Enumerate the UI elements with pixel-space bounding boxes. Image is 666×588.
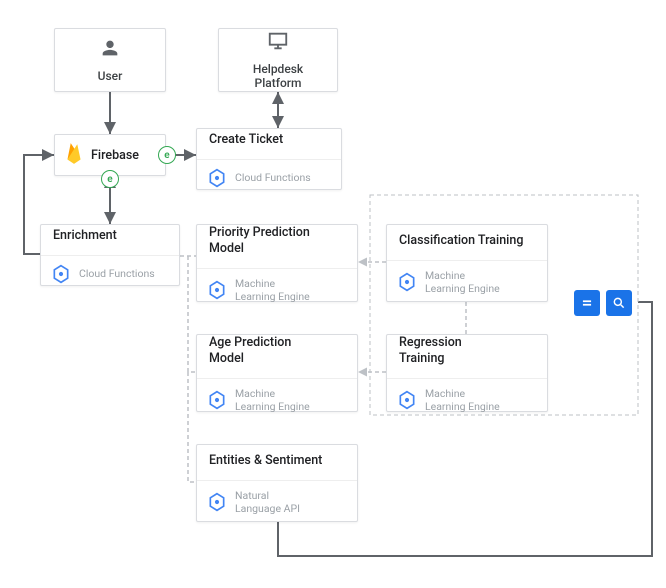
node-user-title: User xyxy=(98,69,123,83)
ml-engine-icon xyxy=(207,390,227,410)
event-badge-bottom: e xyxy=(101,170,119,188)
side-actions xyxy=(574,290,632,316)
node-firebase-title: Firebase xyxy=(91,148,139,163)
diagram-canvas: User HelpdeskPlatform Firebase Create Ti… xyxy=(0,0,666,588)
node-helpdesk: HelpdeskPlatform xyxy=(218,28,338,92)
node-create-svc: Cloud Functions xyxy=(235,171,311,184)
node-priority-title: Priority PredictionModel xyxy=(197,215,357,269)
node-age-model: Age PredictionModel MachineLearning Engi… xyxy=(196,334,358,412)
node-regression-title: RegressionTraining xyxy=(387,325,547,379)
node-age-svc: MachineLearning Engine xyxy=(235,387,310,413)
cloud-functions-icon xyxy=(207,168,227,188)
node-classification-training: Classification Training MachineLearning … xyxy=(386,224,548,302)
node-create-title: Create Ticket xyxy=(197,122,341,159)
node-priority-model: Priority PredictionModel MachineLearning… xyxy=(196,224,358,302)
node-enrichment-title: Enrichment xyxy=(41,218,179,255)
node-classify-svc: MachineLearning Engine xyxy=(425,269,500,295)
person-icon xyxy=(99,37,121,63)
node-helpdesk-title: HelpdeskPlatform xyxy=(253,62,303,90)
node-classify-title: Classification Training xyxy=(387,223,547,260)
node-entities-sentiment: Entities & Sentiment NaturalLanguage API xyxy=(196,444,358,522)
node-entities-title: Entities & Sentiment xyxy=(197,443,357,480)
nl-api-icon xyxy=(207,492,227,512)
node-regression-svc: MachineLearning Engine xyxy=(425,387,500,413)
node-create-ticket: Create Ticket Cloud Functions xyxy=(196,128,342,190)
monitor-icon xyxy=(266,30,290,56)
node-enrichment: Enrichment Cloud Functions xyxy=(40,224,180,286)
event-badge-right: e xyxy=(158,146,176,164)
node-priority-svc: MachineLearning Engine xyxy=(235,277,310,303)
equals-icon xyxy=(574,290,600,316)
cloud-functions-icon xyxy=(51,264,71,284)
firebase-icon xyxy=(65,141,83,169)
magnify-icon xyxy=(606,290,632,316)
ml-engine-icon xyxy=(397,390,417,410)
node-age-title: Age PredictionModel xyxy=(197,325,357,379)
node-regression-training: RegressionTraining MachineLearning Engin… xyxy=(386,334,548,412)
node-user: User xyxy=(54,28,166,92)
ml-engine-icon xyxy=(207,280,227,300)
node-enrichment-svc: Cloud Functions xyxy=(79,267,155,280)
node-entities-svc: NaturalLanguage API xyxy=(235,489,300,515)
ml-engine-icon xyxy=(397,272,417,292)
